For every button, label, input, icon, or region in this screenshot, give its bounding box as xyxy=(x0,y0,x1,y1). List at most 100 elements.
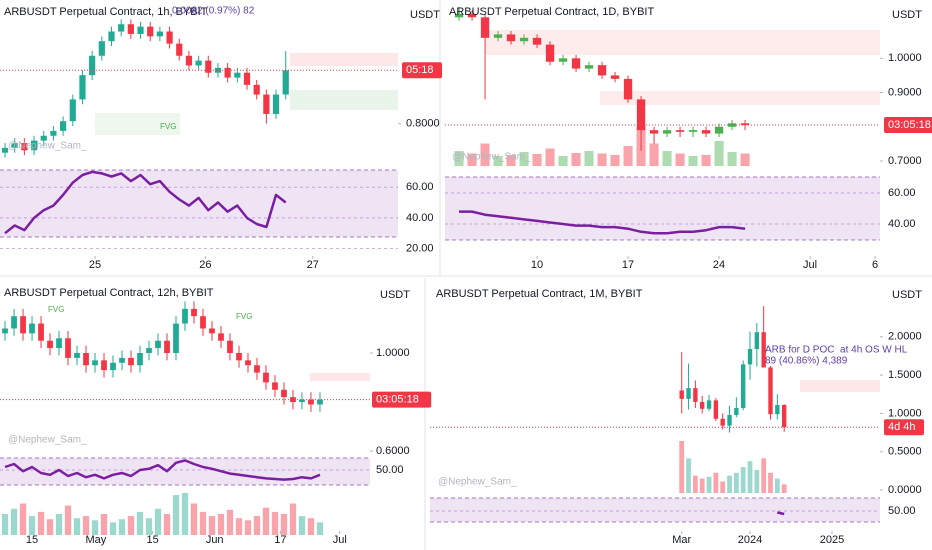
volume-bar xyxy=(181,493,189,535)
annotation: 89 (40.86%) 4,389 xyxy=(765,356,848,367)
candle-body xyxy=(236,352,242,361)
volume-bar xyxy=(454,151,464,166)
volume-bar xyxy=(506,155,516,166)
y-tick-label: 1.0000 xyxy=(376,347,410,359)
candle-body xyxy=(506,34,516,42)
volume-bar xyxy=(298,516,306,535)
candle-body xyxy=(740,123,750,126)
volume-bar xyxy=(1,514,9,535)
candle-body xyxy=(720,418,725,426)
x-tick-label: 17 xyxy=(274,534,286,546)
x-tick-label: Mar xyxy=(672,534,691,546)
candle-body xyxy=(40,135,47,141)
candle-body xyxy=(263,372,269,383)
volume-bar xyxy=(720,481,726,493)
volume-bar xyxy=(316,522,324,535)
countdown-tag xyxy=(884,419,924,436)
rsi-band xyxy=(0,170,398,237)
volume-bar xyxy=(73,518,81,535)
candle-body xyxy=(38,323,44,341)
candle-body xyxy=(218,333,224,341)
volume-bar xyxy=(91,520,99,535)
volume-bar xyxy=(127,516,135,535)
x-tick-label: 10 xyxy=(531,259,543,271)
candle-body xyxy=(272,94,280,114)
volume-bar xyxy=(558,156,568,166)
candle-body xyxy=(83,352,89,366)
candle-body xyxy=(98,41,105,56)
candle-body xyxy=(182,308,188,324)
rsi-line xyxy=(4,170,287,235)
volume-bar xyxy=(662,151,672,166)
x-tick-label: 6 xyxy=(872,259,878,271)
candle-body xyxy=(467,13,477,18)
candle-body xyxy=(519,37,529,42)
candle-body xyxy=(243,72,251,85)
candle-body xyxy=(147,26,154,37)
volume-bar xyxy=(480,143,490,166)
volume-bar xyxy=(244,520,252,535)
candle-body xyxy=(679,390,684,399)
candle-body xyxy=(308,399,314,405)
volume-bar xyxy=(253,516,261,535)
countdown-tag xyxy=(372,391,432,408)
volume-bar xyxy=(649,143,659,166)
volume-bar xyxy=(145,518,153,535)
x-tick-label: 24 xyxy=(713,259,725,271)
zone xyxy=(800,380,880,392)
y-tick-label: 0.9000 xyxy=(888,86,922,98)
rsi-tick-label: 50.00 xyxy=(888,505,916,517)
chart-title: ARBUSDT Perpetual Contract, 1M, BYBIT xyxy=(436,288,643,300)
x-tick-label: 2025 xyxy=(820,534,844,546)
countdown: 4d 4h xyxy=(888,421,916,433)
volume-bar xyxy=(262,507,270,535)
candle-body xyxy=(768,367,773,415)
chart-title: ARBUSDT Perpetual Contract, 1D, BYBIT xyxy=(449,6,654,18)
x-tick-label: Jul xyxy=(803,259,817,271)
y-tick-label: 1.0000 xyxy=(888,407,922,419)
countdown-tag xyxy=(402,62,442,79)
candle-body xyxy=(234,72,241,78)
candle-body xyxy=(108,31,115,42)
volume-bar xyxy=(493,156,503,166)
candle-body xyxy=(127,24,134,34)
candle-body xyxy=(282,70,289,95)
watermark: @Nephew_Sam_ xyxy=(438,477,517,488)
rsi-tick-label: 40.00 xyxy=(888,218,916,230)
candle-body xyxy=(686,388,691,399)
candle-body xyxy=(253,84,260,95)
volume-bar xyxy=(28,516,36,535)
currency: USDT xyxy=(892,289,922,301)
candle-body xyxy=(675,130,685,132)
candle-body xyxy=(2,328,8,334)
volume-bar xyxy=(747,461,753,493)
y-tick-label: 0.8000 xyxy=(406,118,440,130)
zones xyxy=(95,30,880,392)
candle-body xyxy=(65,338,71,358)
x-tick-label: 15 xyxy=(146,534,158,546)
volume-bar xyxy=(701,155,711,166)
volume-bar xyxy=(271,511,279,535)
candle-body xyxy=(597,65,607,76)
candle-body xyxy=(164,340,170,353)
volume-bar xyxy=(686,458,691,493)
volume-bar xyxy=(768,472,773,493)
candle-body xyxy=(299,399,305,403)
volume-bar xyxy=(307,518,315,535)
price-pane xyxy=(2,301,323,412)
volume-bar xyxy=(754,469,760,493)
volume-bar xyxy=(740,467,746,493)
rsi-band xyxy=(445,177,880,240)
candle-body xyxy=(700,401,705,409)
candle-body xyxy=(281,389,287,398)
currency: USDT xyxy=(892,9,922,21)
countdown: 03:05:18 xyxy=(888,119,931,131)
rsi-tick-label: 40.00 xyxy=(406,212,434,224)
candle-body xyxy=(493,34,503,38)
currency: USDT xyxy=(380,289,410,301)
candle-body xyxy=(29,323,35,334)
volume-bar xyxy=(226,509,234,535)
candle-body xyxy=(781,404,787,428)
volume-bar xyxy=(679,441,685,493)
